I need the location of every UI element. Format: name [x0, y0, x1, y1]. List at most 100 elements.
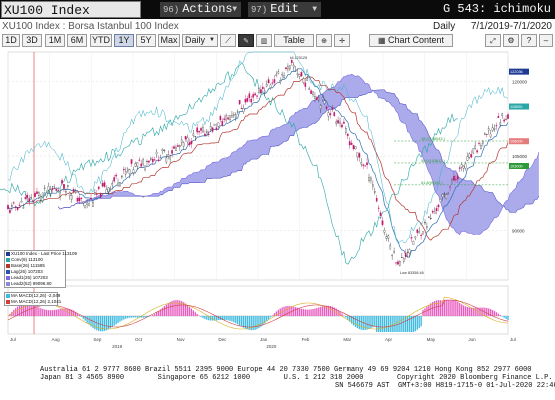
candle-body: [151, 158, 154, 163]
macd-bar: [412, 316, 415, 332]
candle-body: [362, 164, 365, 166]
candle-body: [499, 122, 502, 125]
period-button-6m[interactable]: 6M: [67, 34, 87, 47]
macd-bar: [443, 300, 445, 316]
macd-bar: [271, 315, 274, 316]
candle-body: [370, 177, 372, 181]
macd-bar: [314, 308, 316, 316]
candle-body: [412, 241, 415, 245]
period-button-5y[interactable]: 5Y: [136, 34, 156, 47]
candle-body: [123, 168, 125, 171]
macd-bar: [349, 316, 351, 322]
macd-bar: [428, 304, 430, 316]
macd-bar: [418, 316, 420, 329]
legend-label: MA MACD(12,26) 2,1041: [11, 299, 62, 304]
candle-body: [67, 185, 69, 187]
chart-area[interactable]: 38.2(108043.) 50.0(103612.) 61.8(99192.) Hi…: [0, 48, 555, 358]
macd-bar: [453, 300, 455, 316]
candle-body: [346, 133, 349, 137]
macd-bar: [468, 307, 471, 316]
ticker-field[interactable]: XU100 Index: [1, 1, 141, 18]
candle-body: [395, 262, 397, 264]
candle-body: [57, 190, 60, 192]
macd-bar: [22, 303, 25, 316]
x-tick-label: Sep: [93, 337, 102, 342]
candle-body: [215, 127, 218, 130]
macd-bar: [225, 316, 227, 321]
macd-bar: [250, 316, 252, 331]
candle-body: [227, 117, 229, 120]
macd-bar: [221, 316, 223, 320]
macd-bar: [277, 309, 279, 316]
macd-bar: [80, 316, 83, 317]
macd-bar: [347, 316, 349, 320]
chart-content-button[interactable]: ▦ Chart Content: [369, 34, 453, 47]
actions-menu[interactable]: 96) Actions ▼: [160, 2, 241, 17]
candle-body: [275, 74, 278, 76]
ichimoku-chart[interactable]: 38.2(108043.) 50.0(103612.) 61.8(99192.) Hi…: [0, 48, 555, 358]
candle-body: [115, 174, 117, 177]
macd-bar: [451, 300, 453, 316]
period-button-max[interactable]: Max: [158, 34, 180, 47]
expand-button[interactable]: ⤢: [485, 34, 501, 47]
candle-body: [103, 182, 106, 187]
macd-bar: [383, 316, 386, 332]
period-button-1m[interactable]: 1M: [45, 34, 65, 47]
candle-body: [117, 182, 119, 186]
macd-bar: [279, 308, 281, 316]
candle-body: [360, 161, 363, 165]
annotation-tool[interactable]: ✎: [238, 34, 254, 47]
macd-bar: [103, 316, 106, 331]
macd-bar: [117, 316, 119, 323]
lead1-line: [57, 73, 540, 236]
candle-body: [198, 130, 200, 133]
x-tick-label: Feb: [302, 337, 310, 342]
candle-body: [443, 193, 446, 195]
candle-body: [460, 164, 463, 168]
macd-bar: [256, 316, 258, 330]
candle-body: [84, 205, 87, 209]
candle-body: [319, 105, 322, 110]
settings-button[interactable]: ⚙: [503, 34, 519, 47]
macd-bar: [476, 307, 478, 316]
candle-body: [101, 183, 104, 187]
draw-line-tool[interactable]: ⟋: [220, 34, 236, 47]
macd-bar: [235, 316, 237, 324]
period-button-ytd[interactable]: YTD: [90, 34, 112, 47]
table-button[interactable]: Table: [274, 34, 314, 47]
x-tick-label: Jul: [510, 337, 516, 342]
candle-body: [213, 123, 216, 126]
crosshair-button[interactable]: ✛: [334, 34, 350, 47]
candle-body: [41, 192, 44, 198]
candle-body: [317, 97, 320, 101]
macd-bar: [269, 316, 272, 318]
chart-type-button[interactable]: ▥: [256, 34, 272, 47]
macd-bar: [65, 308, 67, 316]
x-tick-label: Oct: [135, 337, 143, 342]
pen-icon: ✎: [243, 38, 249, 45]
interval-dropdown[interactable]: Daily ▼: [182, 34, 218, 47]
candle-body: [441, 194, 444, 197]
macd-bar: [379, 316, 382, 332]
edit-menu[interactable]: 97) Edit ▼: [248, 2, 321, 17]
candle-body: [416, 229, 419, 233]
macd-bar: [155, 312, 158, 316]
x-tick-label: Mar: [343, 337, 351, 342]
period-button-1y[interactable]: 1Y: [114, 34, 134, 47]
macd-bar: [190, 308, 193, 316]
macd-bar: [59, 308, 61, 316]
candle-body: [12, 202, 15, 204]
candle-body: [439, 199, 442, 202]
zoom-button[interactable]: ⊕: [316, 34, 332, 47]
minimize-button[interactable]: –: [539, 34, 553, 47]
actions-number: 96): [163, 5, 180, 15]
help-button[interactable]: ?: [521, 34, 537, 47]
macd-bar: [202, 316, 204, 319]
macd-bar: [360, 316, 362, 330]
candle-body: [190, 141, 193, 145]
legend-swatch: [6, 270, 10, 274]
macd-bar: [462, 305, 465, 316]
legend-label: Lead1(26) 107203: [11, 275, 48, 280]
period-button-1d[interactable]: 1D: [2, 34, 20, 47]
period-button-3d[interactable]: 3D: [22, 34, 42, 47]
